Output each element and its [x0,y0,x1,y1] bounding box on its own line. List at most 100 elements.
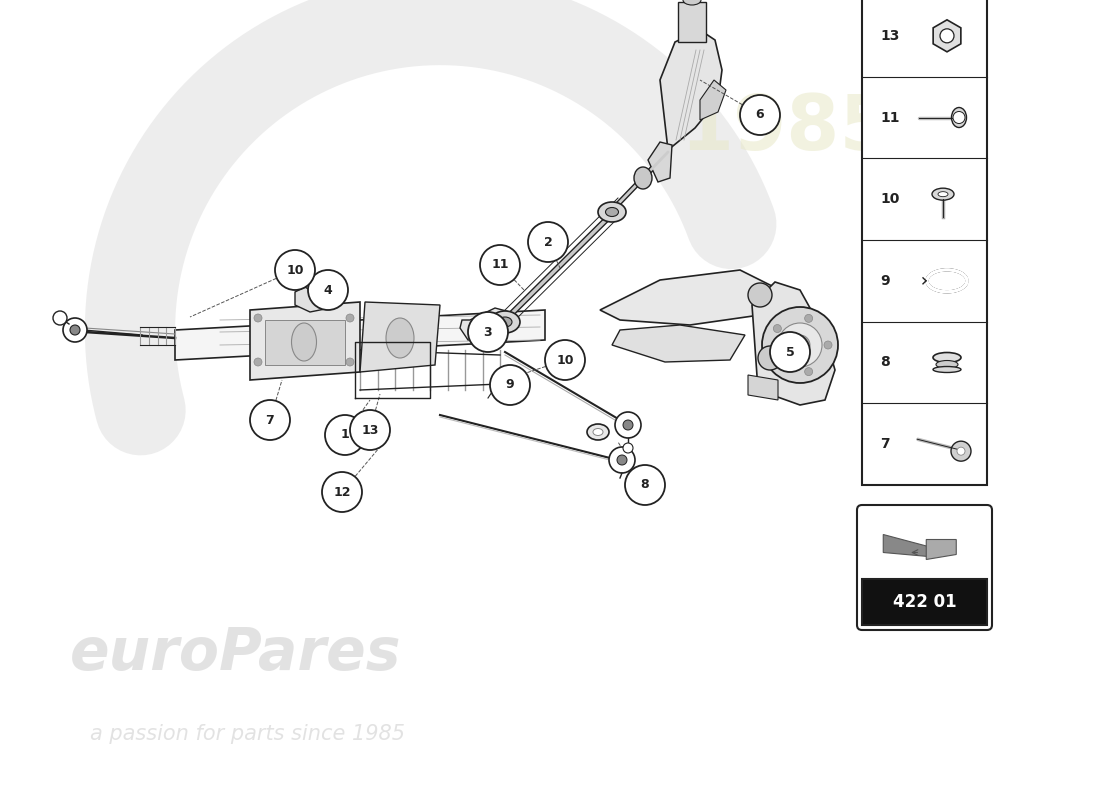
Bar [265,320,345,365]
Bar [685,0,698,2]
Text: 11: 11 [492,258,508,271]
Ellipse shape [938,192,948,197]
Polygon shape [360,302,440,372]
Polygon shape [600,270,780,325]
Circle shape [773,325,781,333]
Ellipse shape [933,353,961,362]
Ellipse shape [936,361,958,369]
Circle shape [609,447,635,473]
Ellipse shape [587,424,609,440]
Text: 3: 3 [484,326,493,338]
Ellipse shape [598,202,626,222]
Text: 13: 13 [880,29,900,43]
Text: 1985: 1985 [680,92,892,166]
Text: 6: 6 [756,109,764,122]
Ellipse shape [605,207,618,217]
Ellipse shape [386,318,414,358]
Circle shape [940,29,954,43]
Polygon shape [883,534,928,557]
Circle shape [350,410,390,450]
Circle shape [778,323,822,367]
Text: 12: 12 [333,486,351,498]
Polygon shape [175,310,544,360]
Circle shape [740,95,780,135]
Circle shape [625,465,666,505]
Text: 7: 7 [265,414,274,426]
Bar [862,0,987,485]
Ellipse shape [933,366,961,373]
Ellipse shape [593,429,603,435]
Circle shape [250,400,290,440]
Circle shape [544,340,585,380]
Text: 4: 4 [323,283,332,297]
Polygon shape [752,282,835,405]
Ellipse shape [498,317,512,327]
Ellipse shape [477,319,497,333]
Circle shape [773,358,781,366]
Circle shape [953,111,965,123]
Text: 1: 1 [341,429,350,442]
Circle shape [322,472,362,512]
Text: 2: 2 [543,235,552,249]
Circle shape [480,245,520,285]
Ellipse shape [952,107,967,127]
Text: 8: 8 [880,355,890,370]
Circle shape [617,455,627,465]
Circle shape [70,325,80,335]
Bar [678,2,706,42]
Text: 5: 5 [785,346,794,358]
Text: 9: 9 [880,274,890,288]
Circle shape [952,441,971,461]
Text: 10: 10 [286,263,304,277]
Text: 10: 10 [557,354,574,366]
Polygon shape [250,302,360,380]
Polygon shape [295,285,336,312]
Circle shape [748,283,772,307]
Text: 11: 11 [880,110,900,125]
Circle shape [623,420,632,430]
Circle shape [63,318,87,342]
Text: euroPares: euroPares [70,625,402,682]
Circle shape [275,250,315,290]
Circle shape [53,311,67,325]
FancyBboxPatch shape [857,505,992,630]
Text: 10: 10 [880,192,900,206]
Circle shape [346,314,354,322]
Circle shape [790,335,810,355]
Polygon shape [748,375,778,400]
Ellipse shape [932,188,954,200]
Polygon shape [700,80,726,120]
Circle shape [254,314,262,322]
Circle shape [254,358,262,366]
Circle shape [957,447,965,455]
Polygon shape [460,308,510,340]
Circle shape [346,358,354,366]
Text: 13: 13 [361,423,378,437]
Circle shape [490,365,530,405]
Circle shape [468,312,508,352]
Circle shape [770,332,810,372]
Circle shape [805,368,813,376]
Polygon shape [660,30,722,150]
Polygon shape [612,325,745,362]
Circle shape [824,341,832,349]
Ellipse shape [634,167,652,189]
Text: 9: 9 [506,378,515,391]
Circle shape [758,346,782,370]
Text: 7: 7 [880,437,890,451]
Polygon shape [933,20,961,52]
Ellipse shape [490,311,520,333]
Bar [862,579,987,625]
Circle shape [623,443,632,453]
Text: 8: 8 [640,478,649,491]
Circle shape [762,307,838,383]
Ellipse shape [292,323,317,361]
Polygon shape [648,142,672,182]
Circle shape [308,270,348,310]
Circle shape [615,412,641,438]
Circle shape [324,415,365,455]
Text: a passion for parts since 1985: a passion for parts since 1985 [90,724,405,744]
Ellipse shape [683,0,701,5]
Circle shape [528,222,568,262]
Circle shape [805,314,813,322]
